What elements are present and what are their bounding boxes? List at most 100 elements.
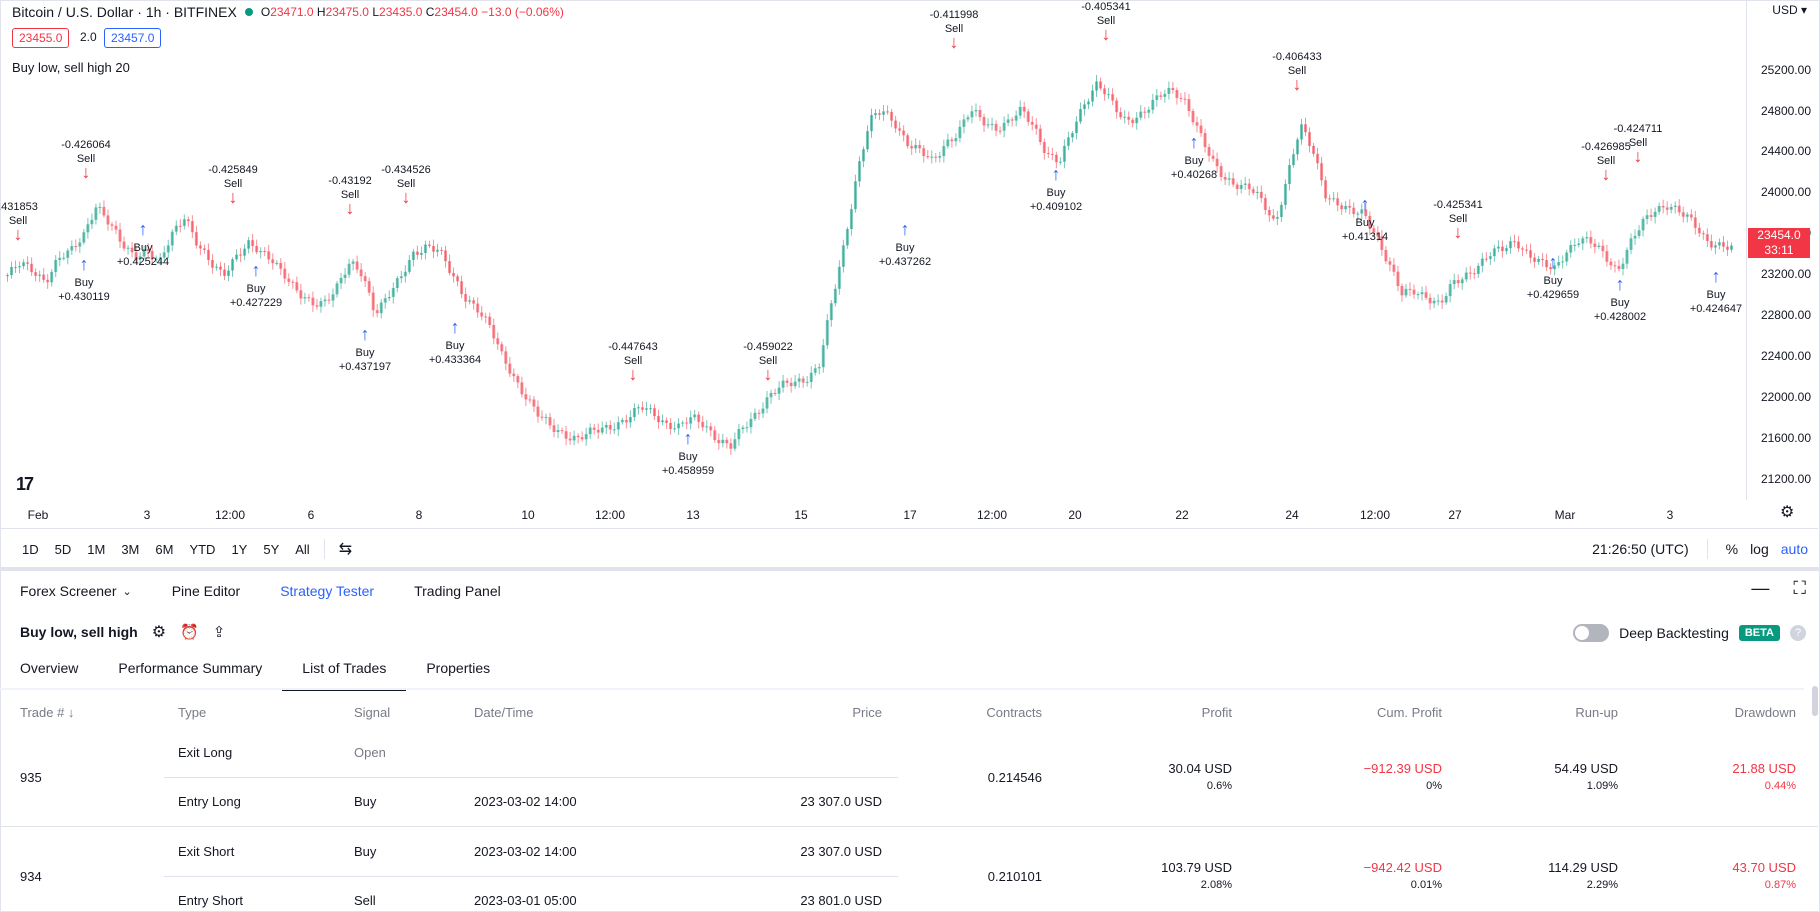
buy-signal[interactable]: ↑ Buy +0.429659	[1527, 252, 1579, 301]
minimize-panel-icon[interactable]: —	[1751, 578, 1770, 598]
tradingview-logo-icon[interactable]: 17	[16, 474, 34, 494]
candle-body	[817, 367, 821, 369]
sell-signal[interactable]: ↓Sell -0.43192	[328, 175, 371, 218]
price-axis[interactable]: USD ▾ 25200.00 24800.00 24400.00 24000.00 23…	[1746, 0, 1820, 500]
col-trade-number[interactable]: Trade # ↓	[20, 705, 75, 720]
range-button-ytd[interactable]: YTD	[189, 541, 216, 557]
currency-selector[interactable]: USD ▾	[1772, 3, 1807, 17]
sell-signal[interactable]: ↓Sell -0.411998	[930, 9, 979, 52]
sell-signal[interactable]: ↓Sell -0.426064	[61, 139, 111, 182]
settings-gear-icon[interactable]: ⚙	[151, 624, 167, 641]
subtab-properties[interactable]: Properties	[426, 660, 491, 676]
indicator-legend[interactable]: Buy low, sell high 20	[12, 60, 130, 75]
chart-settings-gear-icon[interactable]: ⚙	[1780, 504, 1795, 521]
goto-date-icon[interactable]: ⇆	[338, 541, 353, 558]
utc-clock[interactable]: 21:26:50 (UTC)	[1592, 541, 1689, 557]
candle-body	[223, 269, 227, 276]
candle-body	[399, 276, 403, 279]
range-button-6m[interactable]: 6M	[155, 541, 174, 557]
log-scale-toggle[interactable]: log	[1750, 541, 1769, 557]
percent-scale-toggle[interactable]: %	[1725, 541, 1739, 557]
candle-body	[769, 392, 773, 398]
buy-signal[interactable]: ↑ Buy +0.430119	[58, 254, 110, 303]
candle-body	[500, 344, 504, 352]
range-button-5y[interactable]: 5Y	[263, 541, 280, 557]
candle-body	[363, 276, 367, 282]
col-datetime: Date/Time	[474, 705, 534, 720]
ask-price-button[interactable]: 23457.0	[104, 28, 162, 48]
range-button-1y[interactable]: 1Y	[231, 541, 248, 557]
tab-pine-editor[interactable]: Pine Editor	[152, 583, 260, 599]
buy-signal[interactable]: ↑ Buy +0.424647	[1690, 266, 1742, 315]
sell-signal[interactable]: ↓Sell -0.434526	[381, 164, 431, 207]
range-button-1m[interactable]: 1M	[87, 541, 106, 557]
buy-signal[interactable]: ↑ Buy +0.409102	[1030, 164, 1082, 213]
candle-body	[833, 288, 837, 304]
help-icon[interactable]: ?	[1790, 625, 1806, 641]
sell-signal[interactable]: ↓Sell -0.406433	[1272, 51, 1322, 94]
sell-signal[interactable]: ↓Sell -0.459022	[743, 341, 793, 384]
candle-body	[182, 219, 186, 226]
sell-signal[interactable]: ↓Sell .431853	[0, 201, 38, 244]
range-button-1d[interactable]: 1D	[22, 541, 39, 557]
maximize-panel-icon[interactable]: ⛶	[1793, 578, 1806, 598]
sell-arrow-icon: ↓	[1602, 164, 1611, 184]
buy-signal[interactable]: ↑ Buy +0.40268	[1171, 132, 1217, 181]
candle-body	[271, 259, 275, 264]
candle-body	[1701, 233, 1705, 235]
range-button-5d[interactable]: 5D	[54, 541, 72, 557]
candle-body	[1058, 161, 1062, 163]
signal-value: -0.424711	[1614, 123, 1663, 135]
subtab-overview[interactable]: Overview	[20, 660, 79, 676]
tab-strategy-tester[interactable]: Strategy Tester	[260, 583, 394, 599]
table-scrollbar[interactable]	[1812, 686, 1818, 716]
sell-signal[interactable]: ↓Sell -0.424711	[1614, 123, 1663, 166]
candle-body	[1641, 218, 1645, 231]
tab-forex-screener[interactable]: Forex Screener ⌄	[0, 583, 152, 599]
current-price-value: 23454.0	[1757, 228, 1801, 242]
candle-body	[1259, 191, 1263, 199]
buy-signal[interactable]: ↑ Buy +0.437197	[339, 324, 391, 373]
subtab-list-of-trades[interactable]: List of Trades	[282, 654, 407, 691]
candle-body	[444, 250, 448, 262]
buy-signal[interactable]: ↑ Buy +0.428002	[1594, 274, 1646, 323]
sell-signal[interactable]: ↓Sell -0.425341	[1433, 199, 1483, 242]
candle-body	[231, 259, 235, 271]
auto-scale-toggle[interactable]: auto	[1780, 541, 1808, 557]
buy-signal[interactable]: ↑ Buy +0.437262	[879, 219, 931, 268]
candle-body	[1649, 215, 1653, 217]
time-axis[interactable]: Feb 3 12:00 6 8 10 12:00 13 15 17 12:00 20 22 24 12:00…	[0, 502, 1746, 526]
buy-signal[interactable]: ↑ Buy +0.427229	[230, 260, 282, 309]
candle-body	[1199, 125, 1203, 134]
range-button-3m[interactable]: 3M	[121, 541, 140, 557]
range-button-all[interactable]: All	[295, 541, 310, 557]
add-alert-icon[interactable]: ⏰	[180, 624, 199, 641]
sell-signal[interactable]: ↓Sell -0.447643	[608, 341, 658, 384]
panel-resize-handle[interactable]	[0, 567, 1820, 571]
candle-body	[652, 408, 656, 417]
chevron-down-icon[interactable]: ⌄	[122, 585, 132, 598]
buy-signal[interactable]: ↑ Buy +0.41314	[1342, 194, 1388, 243]
buy-signal[interactable]: ↑ Buy +0.458959	[662, 428, 714, 477]
buy-signal[interactable]: ↑ Buy +0.425244	[117, 219, 169, 268]
price-chart[interactable]: ↓Sell.431853↓Sell-0.426064↑Buy+0.430119↑…	[0, 0, 1746, 500]
candle-body	[1368, 215, 1372, 229]
deep-backtesting-toggle[interactable]	[1573, 624, 1610, 642]
export-icon[interactable]: ⇪	[212, 624, 226, 641]
tab-trading-panel[interactable]: Trading Panel	[394, 583, 521, 599]
sell-signal[interactable]: ↓Sell -0.426985	[1581, 141, 1631, 184]
buy-signal[interactable]: ↑ Buy +0.433364	[429, 317, 481, 366]
sell-arrow-icon: ↓	[1634, 146, 1643, 166]
symbol-title[interactable]: Bitcoin / U.S. Dollar · 1h · BITFINEX	[12, 4, 237, 20]
subtab-performance-summary[interactable]: Performance Summary	[118, 660, 263, 676]
price-tick-label: 23200.00	[1760, 267, 1811, 282]
sell-signal[interactable]: ↓Sell -0.425849	[208, 164, 258, 207]
sell-arrow-icon: ↓	[764, 364, 773, 384]
candle-body	[697, 414, 701, 422]
candle-body	[685, 422, 689, 424]
candle-body	[958, 126, 962, 139]
time-tick-label: 12:00	[214, 508, 246, 522]
sell-signal[interactable]: ↓Sell -0.405341	[1081, 1, 1131, 44]
chart-area[interactable]: ↓ Sell .431853 ↓ Sell -0.426064 ↑ Buy +0.430119 ↑…	[0, 0, 1746, 500]
bid-price-button[interactable]: 23455.0	[12, 28, 70, 48]
